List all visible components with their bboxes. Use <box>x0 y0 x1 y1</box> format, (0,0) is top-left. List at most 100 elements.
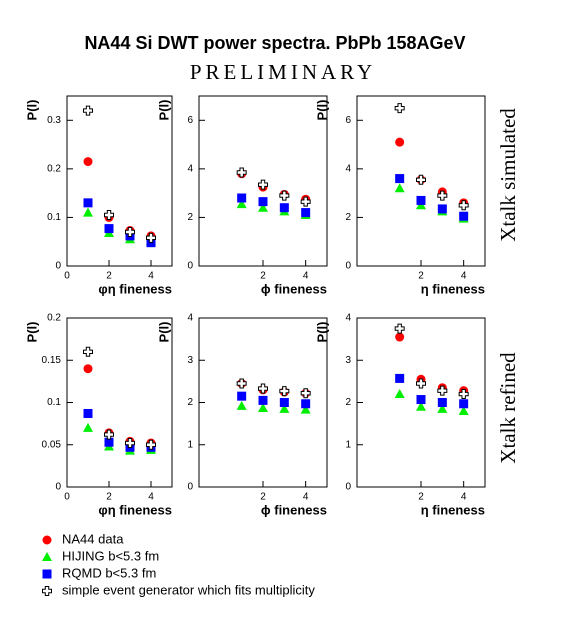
marker <box>394 323 405 334</box>
y-tick-label: 0 <box>187 261 193 272</box>
marker <box>394 389 405 399</box>
marker <box>395 373 405 383</box>
x-tick-label: 2 <box>106 492 112 503</box>
x-tick-label: 4 <box>461 271 467 282</box>
marker <box>125 438 135 449</box>
chart-subtitle: PRELIMINARY <box>190 60 376 84</box>
marker <box>83 105 93 116</box>
marker <box>394 183 405 193</box>
y-tick-label: 1 <box>187 439 193 450</box>
x-axis-label: φη fineness <box>98 502 172 517</box>
marker <box>104 210 114 220</box>
y-tick-label: 2 <box>345 212 351 223</box>
marker <box>104 429 114 440</box>
y-axis-label: P(l) <box>314 100 329 121</box>
marker <box>42 586 52 596</box>
marker <box>125 227 135 237</box>
y-tick-label: 0 <box>55 261 61 272</box>
marker <box>258 179 268 190</box>
marker <box>146 232 156 243</box>
x-axis-label: η fineness <box>421 281 485 296</box>
y-tick-label: 0 <box>55 482 61 493</box>
x-tick-label: 2 <box>260 492 266 503</box>
x-tick-label: 2 <box>418 492 424 503</box>
y-axis-label: P(l) <box>24 100 39 121</box>
marker <box>279 386 290 397</box>
marker <box>258 395 268 405</box>
marker <box>459 399 469 409</box>
marker <box>83 207 93 217</box>
marker <box>279 190 290 201</box>
marker <box>279 398 289 407</box>
marker <box>104 224 114 234</box>
marker <box>437 398 447 407</box>
y-tick-label: 0.05 <box>42 439 62 450</box>
y-tick-label: 0 <box>187 482 193 493</box>
legend-label: simple event generator which fits multip… <box>62 582 315 597</box>
marker <box>258 383 268 394</box>
marker <box>300 388 311 399</box>
y-tick-label: 4 <box>187 313 193 324</box>
y-tick-label: 4 <box>345 313 351 324</box>
marker <box>83 422 93 432</box>
marker <box>83 157 93 167</box>
x-tick-label: 2 <box>260 271 266 282</box>
marker <box>300 196 311 207</box>
y-tick-label: 0 <box>345 482 351 493</box>
legend-label: NA44 data <box>62 531 124 546</box>
x-tick-label: 2 <box>106 271 112 282</box>
y-axis-label: P(l) <box>24 322 39 343</box>
marker <box>437 190 448 201</box>
y-tick-label: 6 <box>345 115 351 126</box>
marker <box>395 174 405 184</box>
marker <box>83 408 93 418</box>
y-tick-label: 2 <box>345 397 351 408</box>
marker <box>300 404 311 414</box>
y-tick-label: 0.3 <box>47 115 61 126</box>
x-tick-label: 4 <box>303 271 309 282</box>
marker <box>416 195 426 205</box>
marker <box>146 439 156 450</box>
y-tick-label: 2 <box>187 397 193 408</box>
marker <box>83 198 93 208</box>
marker <box>416 401 426 411</box>
y-tick-label: 0.1 <box>47 397 61 408</box>
row-label: Xtalk refined <box>496 352 520 464</box>
y-tick-label: 2 <box>187 212 193 223</box>
marker <box>258 202 268 212</box>
marker <box>236 167 247 178</box>
marker <box>395 332 405 342</box>
x-tick-label: 4 <box>148 492 154 503</box>
marker <box>416 378 426 389</box>
marker <box>104 437 114 447</box>
x-tick-label: 0 <box>64 492 70 503</box>
marker <box>279 203 289 213</box>
marker <box>416 174 426 185</box>
marker <box>458 389 469 400</box>
marker <box>236 199 247 209</box>
marker <box>459 211 469 221</box>
x-axis-label: ϕ fineness <box>261 502 327 517</box>
marker <box>395 137 405 147</box>
marker <box>237 193 247 203</box>
legend-label: HIJING b<5.3 fm <box>62 548 159 563</box>
y-tick-label: 0 <box>345 261 351 272</box>
x-tick-label: 4 <box>303 492 309 503</box>
marker <box>258 197 268 207</box>
marker <box>237 391 247 401</box>
marker <box>437 204 447 214</box>
marker <box>301 208 311 218</box>
marker <box>236 378 247 389</box>
chart-title: NA44 Si DWT power spectra. PbPb 158AGeV <box>84 33 465 53</box>
marker <box>258 402 268 412</box>
y-tick-label: 3 <box>187 355 193 366</box>
marker <box>42 535 52 545</box>
x-tick-label: 4 <box>148 271 154 282</box>
y-tick-label: 0.15 <box>42 355 62 366</box>
x-axis-label: ϕ fineness <box>261 281 327 296</box>
marker <box>458 405 469 415</box>
marker <box>279 403 290 413</box>
y-tick-label: 1 <box>345 439 351 450</box>
plot-frame <box>66 95 173 267</box>
